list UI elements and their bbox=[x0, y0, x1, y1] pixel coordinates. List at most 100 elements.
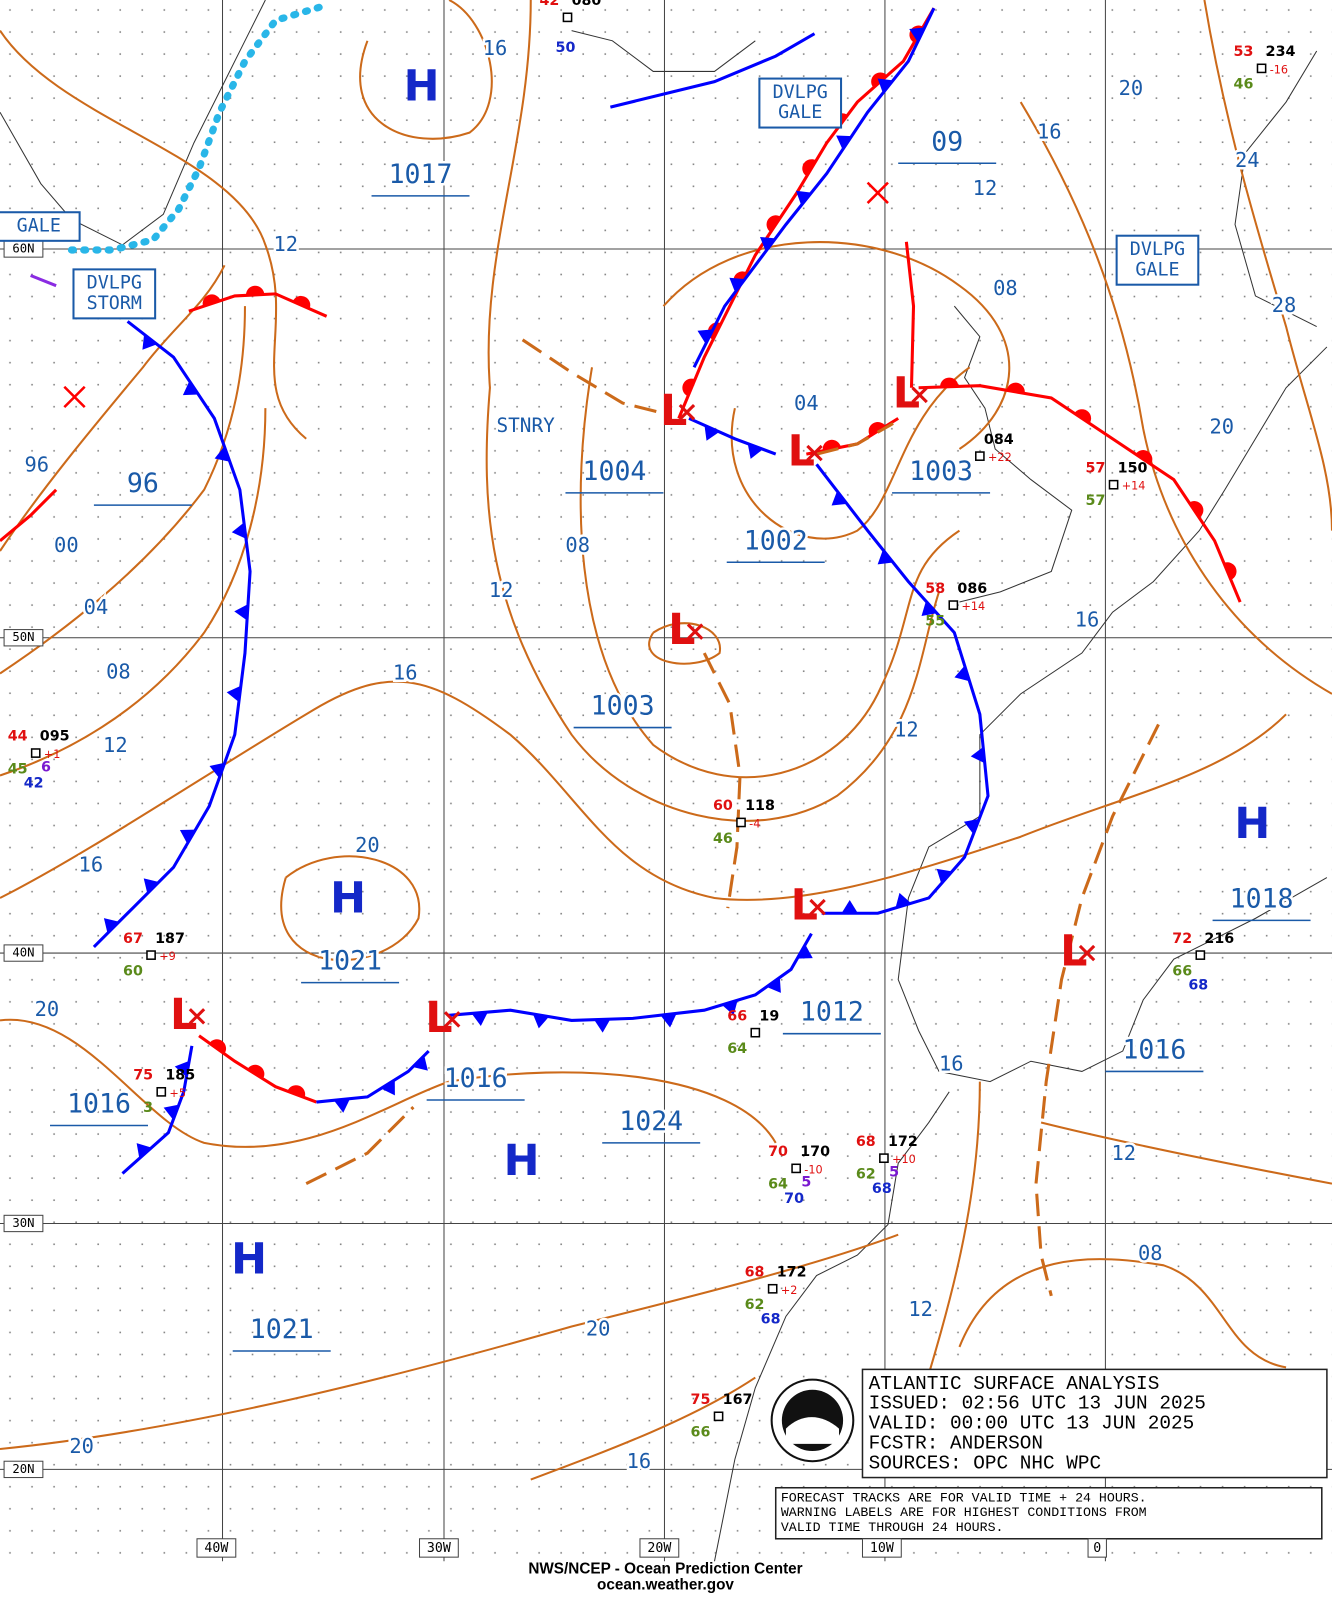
note-line: FORECAST TRACKS ARE FOR VALID TIME + 24 … bbox=[781, 1490, 1147, 1505]
station-tendency: +14 bbox=[1122, 480, 1146, 493]
lon-label-box bbox=[418, 1538, 459, 1558]
station-extra: 68 bbox=[1188, 978, 1208, 994]
station-tendency: +2 bbox=[781, 1284, 798, 1297]
lat-label-box bbox=[3, 944, 44, 962]
station-dewpoint: 64 bbox=[727, 1041, 747, 1057]
isobar-label: 28 bbox=[1272, 293, 1297, 317]
warm-front bbox=[918, 384, 1242, 603]
lon-label-box bbox=[861, 1538, 902, 1558]
low-center: L bbox=[791, 881, 818, 931]
front-pip bbox=[214, 446, 230, 462]
pressure-label: 1016 bbox=[1122, 1035, 1186, 1066]
station-marker bbox=[791, 1163, 801, 1174]
isobar-label: 04 bbox=[794, 391, 819, 415]
station-dewpoint: 66 bbox=[1172, 963, 1192, 979]
station-pressure: 080 bbox=[572, 0, 602, 9]
station-pressure: 234 bbox=[1266, 44, 1296, 60]
isobar-label: 16 bbox=[483, 36, 508, 60]
isobar-label: 08 bbox=[106, 659, 131, 683]
info-line: ATLANTIC SURFACE ANALYSIS bbox=[869, 1373, 1160, 1395]
lat-label-box bbox=[3, 629, 44, 647]
ice-edge bbox=[67, 1, 331, 254]
low-center: L bbox=[893, 368, 920, 418]
front-pip bbox=[970, 746, 985, 764]
front-pip bbox=[797, 944, 813, 959]
front-pip bbox=[412, 1055, 428, 1071]
station-marker bbox=[1256, 63, 1267, 74]
front-pip bbox=[895, 892, 912, 908]
station-marker bbox=[146, 950, 156, 960]
lat-label: 30N bbox=[12, 1216, 34, 1230]
line-front bbox=[610, 32, 816, 109]
front-pip bbox=[202, 294, 221, 307]
high-center: H bbox=[504, 1136, 540, 1186]
front-pip bbox=[877, 78, 894, 94]
station-pressure: 185 bbox=[165, 1068, 195, 1084]
station-dewpoint: 62 bbox=[856, 1166, 876, 1182]
station-marker bbox=[948, 600, 959, 610]
station-extra: 68 bbox=[872, 1181, 892, 1197]
station-temp: 70 bbox=[768, 1144, 788, 1160]
station-temp: 58 bbox=[925, 581, 945, 597]
station-tendency: +22 bbox=[988, 451, 1012, 464]
station-dewpoint: 46 bbox=[713, 831, 733, 847]
station-temp: 72 bbox=[1172, 931, 1192, 947]
station-pressure: 216 bbox=[1204, 931, 1234, 947]
low-x bbox=[686, 623, 704, 640]
station-tendency: -16 bbox=[1270, 63, 1288, 76]
station-pressure: 170 bbox=[800, 1144, 830, 1160]
isobar-label: 12 bbox=[908, 1297, 933, 1321]
front-pip bbox=[1135, 450, 1153, 465]
front-pip bbox=[721, 1000, 738, 1016]
front-pip bbox=[747, 443, 763, 459]
front-pip bbox=[802, 159, 817, 177]
isobar-label: 16 bbox=[627, 1449, 652, 1473]
warm-front bbox=[677, 7, 936, 419]
warning-label: GALE bbox=[778, 102, 822, 123]
isobar-label: 08 bbox=[565, 533, 590, 557]
station-marker bbox=[156, 1086, 167, 1097]
low-x bbox=[1078, 944, 1096, 962]
low-center: L bbox=[668, 605, 695, 655]
lat-label: 40N bbox=[12, 946, 34, 960]
info-line: VALID: 00:00 UTC 13 JUN 2025 bbox=[869, 1413, 1195, 1435]
front-pip bbox=[760, 236, 776, 252]
front-pip bbox=[1223, 562, 1237, 580]
cold-front bbox=[688, 416, 777, 456]
front-pip bbox=[226, 685, 241, 702]
pressure-label: 1003 bbox=[909, 456, 973, 487]
isobar-label: 20 bbox=[1119, 76, 1144, 100]
isobar-label: 24 bbox=[1235, 148, 1260, 172]
low-x bbox=[678, 404, 696, 421]
station-tendency: +14 bbox=[961, 600, 985, 613]
front-pip bbox=[179, 829, 196, 844]
station-temp: 60 bbox=[713, 798, 733, 814]
high-center: H bbox=[231, 1235, 267, 1285]
pressure-label: 09 bbox=[931, 126, 963, 157]
note-line: VALID TIME THROUGH 24 HOURS. bbox=[781, 1520, 1004, 1535]
lat-label-box bbox=[3, 1460, 44, 1479]
station-marker bbox=[562, 12, 573, 23]
front-pip bbox=[163, 1104, 179, 1120]
low-center: L bbox=[660, 386, 687, 436]
lon-label: 20W bbox=[647, 1541, 671, 1556]
station-marker bbox=[750, 1027, 761, 1038]
front-pip bbox=[292, 295, 311, 309]
lon-label-box bbox=[1087, 1538, 1107, 1558]
warning-box bbox=[1115, 234, 1200, 286]
graticule bbox=[0, 0, 1332, 1562]
lat-label: 60N bbox=[12, 241, 34, 255]
station-extra: 42 bbox=[24, 776, 44, 792]
station-temp: 66 bbox=[727, 1008, 747, 1024]
x-marker bbox=[866, 181, 889, 204]
station-tendency: +10 bbox=[892, 1153, 916, 1166]
front-pip bbox=[532, 1013, 550, 1029]
station-dewpoint: 3 bbox=[143, 1100, 153, 1116]
isobar-label: 12 bbox=[103, 733, 128, 757]
station-marker bbox=[1108, 479, 1119, 490]
footer-line: NWS/NCEP - Ocean Prediction Center bbox=[528, 1560, 802, 1577]
isobar-label: 20 bbox=[586, 1317, 611, 1341]
front-pip bbox=[234, 604, 249, 621]
front-pip bbox=[182, 380, 199, 396]
low-center: L bbox=[425, 993, 452, 1043]
